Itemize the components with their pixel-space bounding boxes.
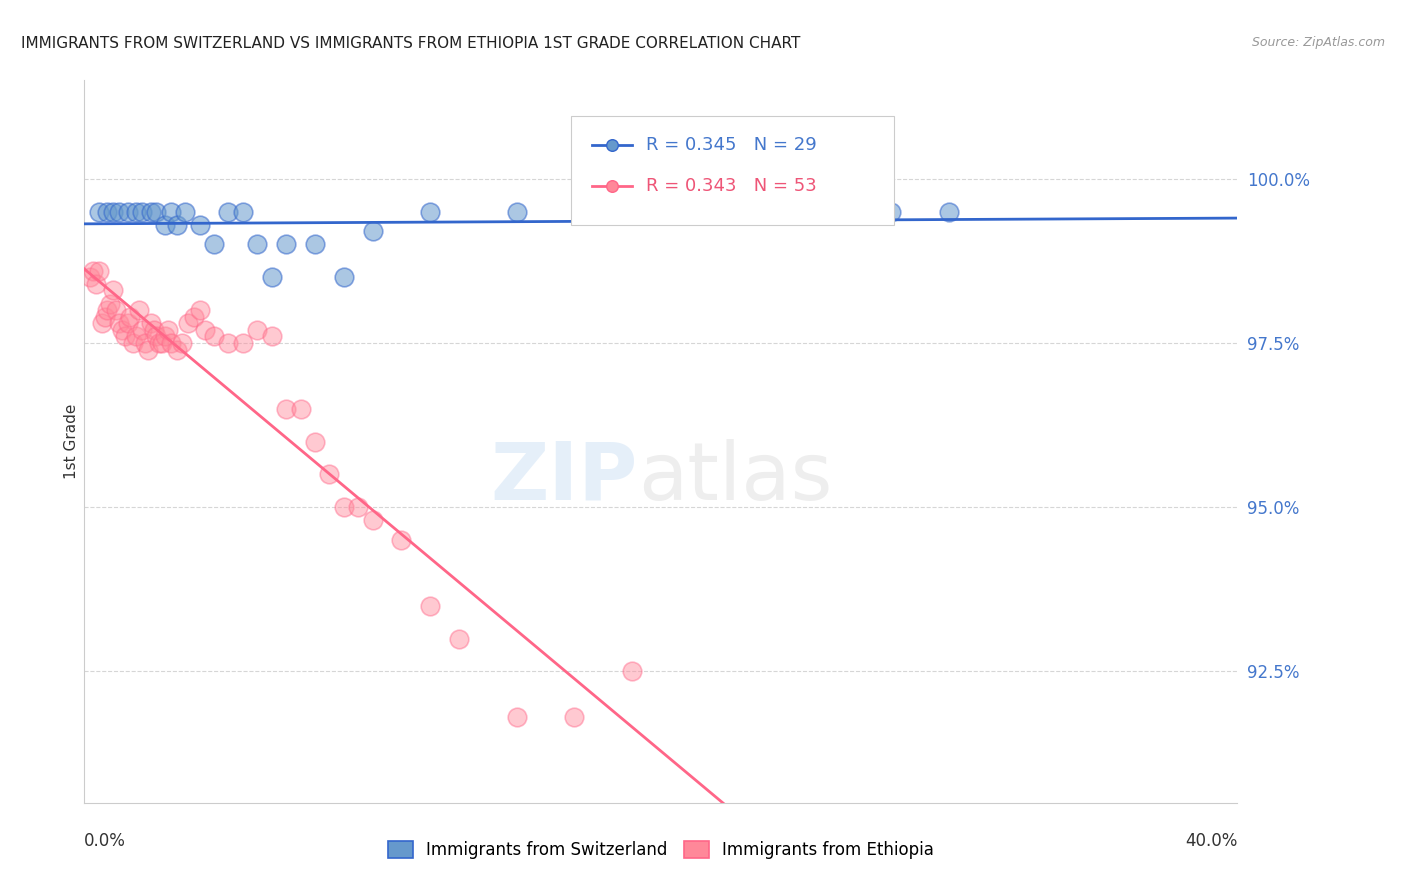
Point xyxy=(347,500,370,515)
Point xyxy=(361,224,384,238)
Point xyxy=(139,204,162,219)
Text: 40.0%: 40.0% xyxy=(1185,831,1237,850)
Point xyxy=(246,323,269,337)
Point xyxy=(391,533,413,547)
Point xyxy=(160,336,183,351)
Point xyxy=(174,204,197,219)
Point xyxy=(87,204,110,219)
Point xyxy=(177,316,200,330)
Point xyxy=(202,237,225,252)
Point xyxy=(125,329,148,343)
Point xyxy=(131,323,153,337)
Point xyxy=(419,599,441,613)
Point xyxy=(232,204,254,219)
Point xyxy=(145,329,167,343)
Text: 0.0%: 0.0% xyxy=(84,831,127,850)
Point xyxy=(194,323,217,337)
Point xyxy=(218,336,240,351)
Point xyxy=(125,204,148,219)
Point xyxy=(82,264,104,278)
Point xyxy=(166,218,188,232)
Point xyxy=(506,204,529,219)
Y-axis label: 1st Grade: 1st Grade xyxy=(63,404,79,479)
Point xyxy=(114,329,136,343)
Point xyxy=(304,434,326,449)
Point xyxy=(148,336,170,351)
Point xyxy=(188,303,211,318)
Point xyxy=(506,710,529,724)
Point xyxy=(276,401,298,416)
Point xyxy=(108,204,131,219)
Point xyxy=(449,632,471,646)
Point xyxy=(202,329,225,343)
Point xyxy=(87,264,110,278)
Legend: Immigrants from Switzerland, Immigrants from Ethiopia: Immigrants from Switzerland, Immigrants … xyxy=(388,841,934,860)
Point xyxy=(150,336,173,351)
Point xyxy=(108,316,131,330)
Point xyxy=(172,336,194,351)
Point xyxy=(794,204,817,219)
Point xyxy=(218,204,240,219)
Point xyxy=(880,204,903,219)
Point xyxy=(96,303,118,318)
Point xyxy=(246,237,269,252)
FancyBboxPatch shape xyxy=(571,116,894,225)
Point xyxy=(117,204,139,219)
Text: IMMIGRANTS FROM SWITZERLAND VS IMMIGRANTS FROM ETHIOPIA 1ST GRADE CORRELATION CH: IMMIGRANTS FROM SWITZERLAND VS IMMIGRANT… xyxy=(21,36,800,51)
Point xyxy=(183,310,205,324)
Point xyxy=(333,500,356,515)
Point xyxy=(93,310,115,324)
Point xyxy=(276,237,298,252)
Point xyxy=(103,204,124,219)
Point xyxy=(188,218,211,232)
Point xyxy=(103,284,124,298)
Point xyxy=(938,204,960,219)
Point xyxy=(361,513,384,527)
Point xyxy=(139,316,162,330)
Point xyxy=(84,277,107,291)
Text: Source: ZipAtlas.com: Source: ZipAtlas.com xyxy=(1251,36,1385,49)
Point xyxy=(122,336,145,351)
Point xyxy=(117,316,139,330)
Point xyxy=(145,204,167,219)
Point xyxy=(142,323,165,337)
Point xyxy=(128,303,150,318)
Point xyxy=(79,270,101,285)
Point xyxy=(564,710,586,724)
Point xyxy=(260,329,283,343)
Text: atlas: atlas xyxy=(638,439,832,516)
Point xyxy=(166,343,188,357)
Point xyxy=(232,336,254,351)
Point xyxy=(153,329,176,343)
Point xyxy=(318,467,340,482)
Point xyxy=(153,218,176,232)
Point xyxy=(304,237,326,252)
Text: R = 0.345   N = 29: R = 0.345 N = 29 xyxy=(645,136,817,154)
Point xyxy=(96,204,118,219)
Point xyxy=(90,316,112,330)
Point xyxy=(621,665,644,679)
Point xyxy=(120,310,142,324)
Point xyxy=(419,204,441,219)
Point xyxy=(160,204,183,219)
Point xyxy=(136,343,159,357)
Point xyxy=(131,204,153,219)
Point xyxy=(156,323,179,337)
Point xyxy=(105,303,128,318)
Text: ZIP: ZIP xyxy=(491,439,638,516)
Text: R = 0.343   N = 53: R = 0.343 N = 53 xyxy=(645,178,817,195)
Point xyxy=(650,204,672,219)
Point xyxy=(333,270,356,285)
Point xyxy=(111,323,134,337)
Point xyxy=(290,401,312,416)
Point xyxy=(260,270,283,285)
Point xyxy=(134,336,156,351)
Point xyxy=(98,296,121,310)
